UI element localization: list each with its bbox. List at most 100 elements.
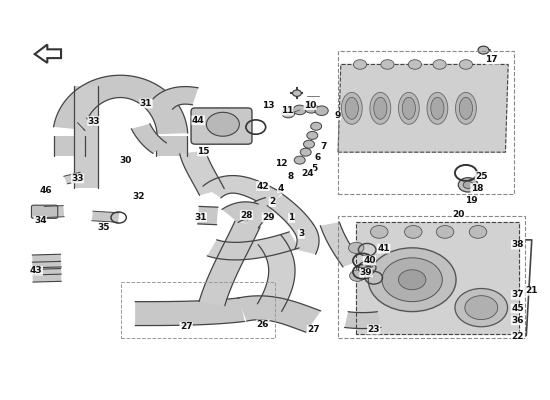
Bar <box>122 282 275 338</box>
Text: 41: 41 <box>377 244 390 253</box>
Text: 24: 24 <box>301 169 314 178</box>
Bar <box>338 216 525 338</box>
Polygon shape <box>32 254 62 268</box>
Circle shape <box>463 181 473 188</box>
Text: 44: 44 <box>192 116 205 125</box>
Circle shape <box>293 90 301 96</box>
Circle shape <box>304 140 315 148</box>
Circle shape <box>465 296 498 320</box>
Text: 32: 32 <box>133 192 145 200</box>
Circle shape <box>398 270 426 290</box>
Text: 23: 23 <box>367 325 380 334</box>
Polygon shape <box>207 232 299 260</box>
Polygon shape <box>222 202 258 222</box>
Circle shape <box>305 104 318 113</box>
Ellipse shape <box>455 92 476 124</box>
Circle shape <box>315 106 328 116</box>
Text: 42: 42 <box>257 182 270 190</box>
Text: 11: 11 <box>281 106 293 115</box>
Text: 13: 13 <box>262 102 274 110</box>
Text: 40: 40 <box>363 256 376 265</box>
Text: 10: 10 <box>304 101 316 110</box>
Polygon shape <box>135 298 245 326</box>
Polygon shape <box>257 235 295 311</box>
Text: 17: 17 <box>486 55 498 64</box>
FancyBboxPatch shape <box>31 205 58 218</box>
Polygon shape <box>203 176 282 207</box>
Polygon shape <box>338 64 508 152</box>
Text: 39: 39 <box>360 268 372 277</box>
Ellipse shape <box>402 97 415 119</box>
Circle shape <box>311 122 322 130</box>
Circle shape <box>433 60 446 69</box>
Circle shape <box>404 226 422 238</box>
Ellipse shape <box>427 92 448 124</box>
Circle shape <box>408 60 421 69</box>
Text: 34: 34 <box>34 216 47 225</box>
Polygon shape <box>44 206 64 218</box>
Text: 25: 25 <box>475 172 487 180</box>
Polygon shape <box>92 211 119 222</box>
Polygon shape <box>54 136 85 156</box>
Text: 30: 30 <box>119 156 132 165</box>
Circle shape <box>458 178 478 192</box>
Polygon shape <box>64 172 84 184</box>
Text: 37: 37 <box>511 290 524 299</box>
Text: 19: 19 <box>465 196 478 205</box>
Polygon shape <box>238 296 321 332</box>
Text: 22: 22 <box>512 332 524 341</box>
Text: 2: 2 <box>269 198 276 206</box>
Text: 29: 29 <box>262 213 275 222</box>
Text: 18: 18 <box>471 184 483 192</box>
Polygon shape <box>156 136 186 156</box>
Circle shape <box>469 226 487 238</box>
Text: 5: 5 <box>311 164 318 173</box>
Circle shape <box>349 242 364 254</box>
Text: 45: 45 <box>511 304 524 313</box>
Polygon shape <box>294 224 319 254</box>
FancyBboxPatch shape <box>191 108 252 144</box>
Bar <box>338 50 514 194</box>
Text: 12: 12 <box>276 159 288 168</box>
Circle shape <box>354 60 367 69</box>
Circle shape <box>436 226 454 238</box>
Text: 33: 33 <box>87 116 100 126</box>
Ellipse shape <box>342 92 362 124</box>
Circle shape <box>381 60 394 69</box>
Text: 3: 3 <box>298 229 305 238</box>
Text: 43: 43 <box>30 266 43 276</box>
Ellipse shape <box>398 92 419 124</box>
Text: 46: 46 <box>40 186 52 195</box>
Circle shape <box>300 148 311 156</box>
Circle shape <box>382 258 442 302</box>
Polygon shape <box>267 194 314 231</box>
Text: 4: 4 <box>277 184 284 192</box>
Circle shape <box>371 226 388 238</box>
Text: 6: 6 <box>315 153 321 162</box>
Text: 21: 21 <box>525 286 538 295</box>
Polygon shape <box>32 268 62 282</box>
Polygon shape <box>180 150 224 195</box>
Text: 35: 35 <box>97 223 110 232</box>
Circle shape <box>350 270 365 281</box>
Circle shape <box>293 105 306 115</box>
Circle shape <box>307 132 318 140</box>
Text: 15: 15 <box>197 147 210 156</box>
Polygon shape <box>53 75 188 134</box>
Circle shape <box>206 112 239 136</box>
Circle shape <box>478 46 489 54</box>
Circle shape <box>294 156 305 164</box>
Text: 31: 31 <box>140 99 152 108</box>
Text: 27: 27 <box>180 322 192 331</box>
Circle shape <box>459 60 472 69</box>
Polygon shape <box>78 118 94 130</box>
Text: 31: 31 <box>194 213 207 222</box>
Polygon shape <box>344 312 381 328</box>
Text: 27: 27 <box>307 326 320 334</box>
Circle shape <box>455 288 508 327</box>
Text: 9: 9 <box>334 111 341 120</box>
Polygon shape <box>320 222 361 267</box>
Polygon shape <box>152 86 199 109</box>
Text: 7: 7 <box>320 142 327 151</box>
Circle shape <box>368 248 456 312</box>
